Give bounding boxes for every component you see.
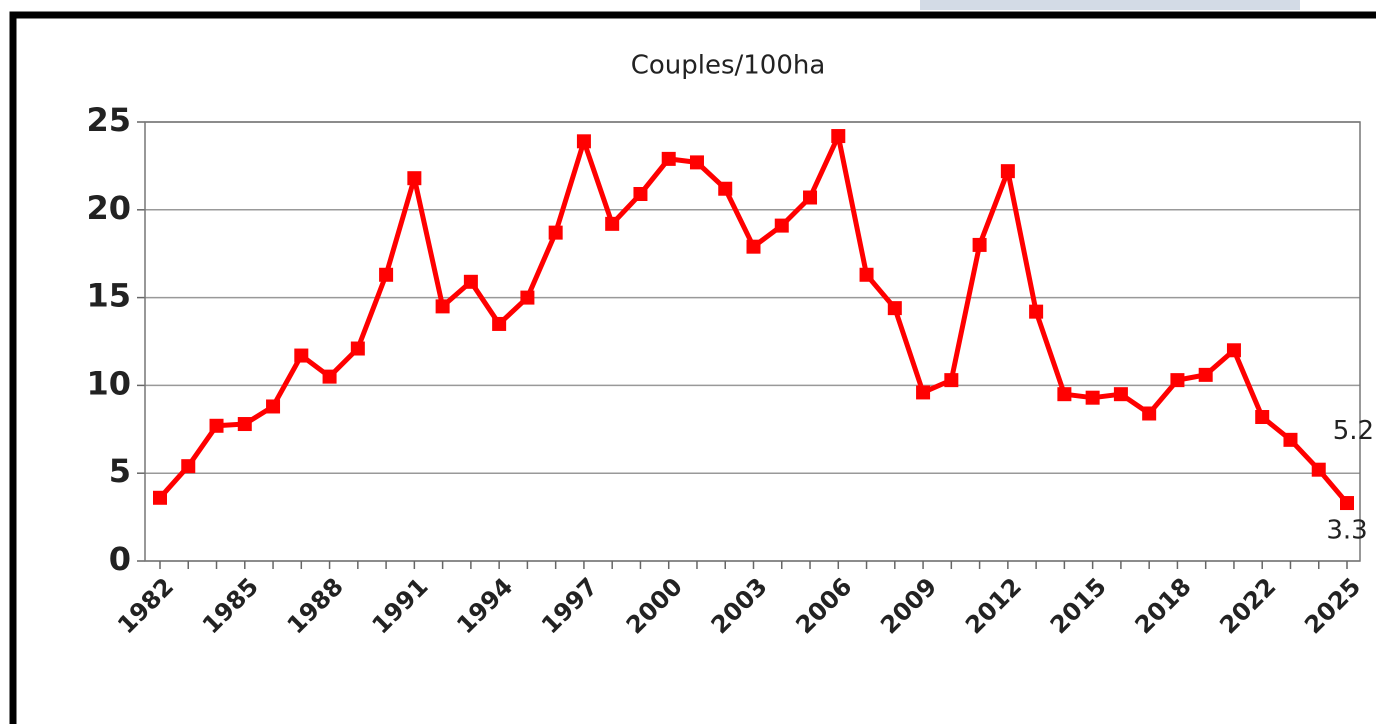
point-marker xyxy=(831,129,846,144)
point-marker xyxy=(746,239,761,254)
point-marker xyxy=(435,299,450,314)
point-marker xyxy=(633,186,648,201)
chart-title: Couples/100ha xyxy=(631,51,826,81)
point-marker xyxy=(350,341,365,356)
header-tab xyxy=(920,0,1300,10)
point-marker xyxy=(492,316,507,331)
point-marker xyxy=(209,418,224,433)
point-marker xyxy=(520,290,535,305)
point-marker xyxy=(1255,410,1270,425)
x-tick-label: 2003 xyxy=(706,572,773,639)
point-marker xyxy=(972,237,987,252)
point-marker xyxy=(548,225,563,240)
point-marker xyxy=(1340,496,1354,511)
point-marker xyxy=(916,385,931,400)
point-marker xyxy=(718,181,733,196)
point-marker xyxy=(407,171,422,186)
data-label: 3.3 xyxy=(1326,516,1367,546)
y-tick-label: 5 xyxy=(109,452,131,490)
point-marker xyxy=(266,399,281,414)
point-marker xyxy=(1170,373,1185,388)
x-tick-label: 1988 xyxy=(282,572,349,639)
point-marker xyxy=(1085,390,1100,405)
x-tick-label: 2018 xyxy=(1130,572,1197,639)
frame xyxy=(9,11,1376,724)
point-marker xyxy=(1226,343,1241,358)
x-tick-label: 1994 xyxy=(451,572,518,639)
point-marker xyxy=(237,417,252,432)
x-tick-label: 2009 xyxy=(875,572,942,639)
point-marker xyxy=(1057,387,1072,402)
point-marker xyxy=(803,190,818,205)
point-marker xyxy=(944,373,959,388)
point-marker xyxy=(1311,462,1326,477)
point-marker xyxy=(1113,387,1128,402)
point-marker xyxy=(1029,304,1044,319)
point-marker xyxy=(605,216,620,231)
x-tick-label: 1982 xyxy=(112,572,179,639)
point-marker xyxy=(322,369,337,384)
x-tick-label: 2000 xyxy=(621,572,688,639)
point-marker xyxy=(859,267,874,282)
y-tick-label: 20 xyxy=(86,189,131,227)
y-tick-label: 10 xyxy=(86,364,131,402)
point-marker xyxy=(689,155,704,170)
point-marker xyxy=(774,218,789,233)
point-marker xyxy=(1198,367,1213,382)
point-marker xyxy=(463,274,478,289)
x-tick-label: 2025 xyxy=(1299,572,1366,639)
point-marker xyxy=(1283,432,1298,447)
y-tick-label: 0 xyxy=(109,540,131,578)
point-marker xyxy=(181,459,196,474)
x-tick-label: 2006 xyxy=(790,572,857,639)
point-marker xyxy=(1000,164,1015,179)
point-marker xyxy=(153,490,167,505)
y-tick-label: 25 xyxy=(86,101,131,139)
x-tick-label: 1991 xyxy=(367,572,434,639)
point-marker xyxy=(576,134,591,149)
point-marker xyxy=(294,348,309,363)
point-marker xyxy=(661,151,676,166)
x-tick-label: 1997 xyxy=(536,572,603,639)
x-tick-label: 2015 xyxy=(1045,572,1112,639)
x-tick-label: 1985 xyxy=(197,572,264,639)
data-label: 5.2 xyxy=(1333,416,1374,446)
line xyxy=(158,133,1349,505)
point-marker xyxy=(379,267,394,282)
point-marker xyxy=(887,301,902,316)
plot-border xyxy=(144,121,1361,562)
x-tick-label: 2012 xyxy=(960,572,1027,639)
y-tick-label: 15 xyxy=(86,277,131,315)
point-marker xyxy=(1142,406,1157,421)
x-tick-label: 2022 xyxy=(1214,572,1281,639)
